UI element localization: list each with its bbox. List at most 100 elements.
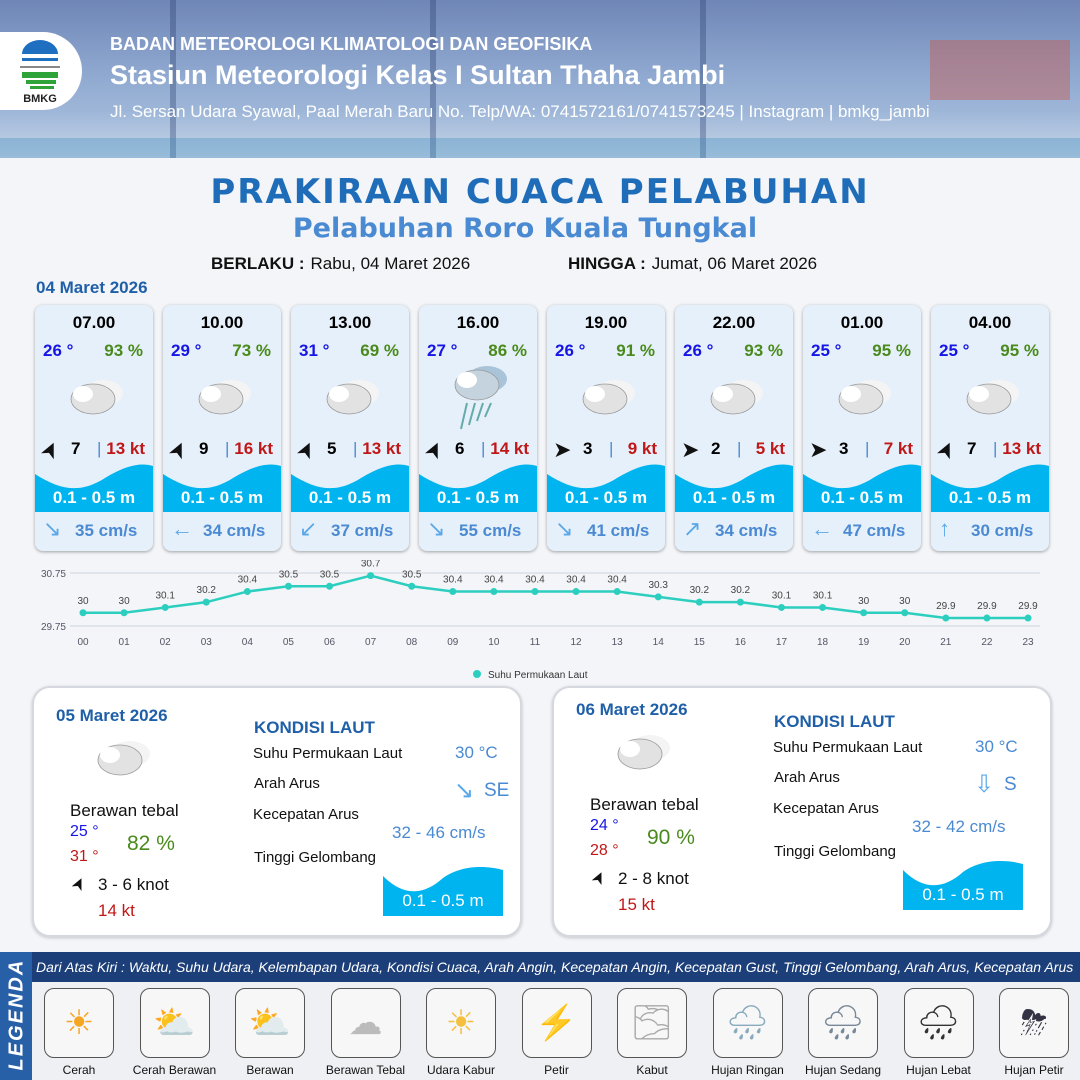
day3-panel: 06 Maret 2026 Berawan tebal 24 ° 28 ° 90… bbox=[552, 686, 1052, 937]
legend-description: Dari Atas Kiri : Waktu, Suhu Udara, Kele… bbox=[36, 959, 1074, 975]
data-point bbox=[284, 582, 292, 590]
humidity: 69 % bbox=[360, 341, 399, 360]
air-temperature: 27 ° bbox=[427, 341, 458, 360]
valid-to-label: HINGGA : bbox=[568, 254, 646, 273]
current-direction-icon: ↘ bbox=[43, 516, 62, 541]
hujan-ringan-icon bbox=[449, 363, 509, 430]
x-tick-label: 11 bbox=[530, 637, 541, 648]
legend-marker bbox=[473, 670, 481, 678]
legend-berawan-icon: ⛅ bbox=[235, 988, 305, 1058]
logo-text: BMKG bbox=[23, 93, 57, 105]
wave-icon bbox=[547, 464, 665, 512]
legend-berawan-tebal-icon: ☁ bbox=[330, 988, 401, 1058]
berawan-tebal-icon bbox=[961, 377, 1021, 417]
x-tick-label: 10 bbox=[488, 637, 500, 648]
air-temperature: 25 ° bbox=[939, 341, 970, 360]
wave-icon bbox=[419, 464, 537, 512]
wave-height-label: Tinggi Gelombang bbox=[774, 843, 897, 860]
current-direction-icon: ↑ bbox=[939, 516, 950, 541]
forecast-card: 07.00 26 ° 93 % ➤ 7 | 13 kt 0.1 - 0.5 m … bbox=[35, 305, 153, 551]
wind-speed: 6 bbox=[455, 439, 465, 458]
header-banner bbox=[0, 0, 1080, 158]
weather-condition: Berawan tebal bbox=[70, 801, 179, 820]
data-label: 30.2 bbox=[197, 585, 217, 596]
x-tick-label: 14 bbox=[653, 637, 665, 648]
berawan-tebal-icon bbox=[65, 377, 125, 417]
current-speed: 47 cm/s bbox=[843, 521, 906, 540]
day2-panel: 05 Maret 2026 Berawan tebal 25 ° 31 ° 82… bbox=[32, 686, 522, 937]
gust-speed: 16 kt bbox=[234, 439, 273, 458]
legend-label: Hujan Petir bbox=[1004, 1063, 1064, 1077]
min-temperature: 24 ° bbox=[590, 817, 619, 834]
wave-height: 0.1 - 0.5 m bbox=[820, 488, 904, 507]
data-label: 30 bbox=[119, 596, 131, 607]
data-point bbox=[367, 572, 375, 580]
humidity: 86 % bbox=[488, 341, 527, 360]
legend-label: Udara Kabur bbox=[426, 1063, 496, 1077]
gust-speed: 13 kt bbox=[106, 439, 145, 458]
data-point bbox=[736, 598, 744, 606]
wind-speed: 5 bbox=[327, 439, 337, 458]
data-point bbox=[202, 598, 210, 606]
sst-label: Suhu Permukaan Laut bbox=[253, 745, 403, 762]
wave-icon bbox=[903, 861, 1023, 910]
berawan-tebal-icon bbox=[833, 377, 893, 417]
berawan-tebal-icon bbox=[577, 377, 637, 417]
legend-label: Suhu Permukaan Laut bbox=[488, 670, 588, 681]
wind-speed: 7 bbox=[71, 439, 81, 458]
forecast-date: 05 Maret 2026 bbox=[56, 706, 168, 725]
max-temperature: 31 ° bbox=[70, 848, 99, 865]
data-label: 30 bbox=[899, 596, 911, 607]
legend-side: LEGENDA bbox=[0, 952, 32, 1080]
gust-speed: 7 kt bbox=[883, 439, 913, 458]
x-tick-label: 21 bbox=[940, 637, 952, 648]
data-point bbox=[449, 588, 457, 596]
wave-height: 0.1 - 0.5 m bbox=[308, 488, 392, 507]
current-speed-range: 32 - 46 cm/s bbox=[392, 823, 486, 842]
data-label: 30.5 bbox=[402, 569, 422, 580]
forecast-card: 13.00 31 ° 69 % ➤ 5 | 13 kt 0.1 - 0.5 m … bbox=[291, 305, 409, 551]
current-speed-label: Kecepatan Arus bbox=[253, 806, 359, 823]
gust-speed: 14 kt bbox=[490, 439, 529, 458]
gust-speed: 15 kt bbox=[618, 895, 655, 914]
current-direction-icon: ↙ bbox=[299, 516, 318, 541]
forecast-time: 10.00 bbox=[200, 313, 244, 332]
wind-direction-icon: ➤ bbox=[67, 873, 91, 895]
data-label: 30.4 bbox=[525, 575, 545, 586]
air-temperature: 26 ° bbox=[555, 341, 586, 360]
wave-height: 0.1 - 0.5 m bbox=[922, 885, 1004, 904]
agency-name: BADAN METEOROLOGI KLIMATOLOGI DAN GEOFIS… bbox=[110, 34, 593, 54]
wave-icon bbox=[803, 464, 921, 512]
current-speed: 55 cm/s bbox=[459, 521, 522, 540]
air-temperature: 25 ° bbox=[811, 341, 842, 360]
data-point bbox=[120, 609, 128, 617]
valid-to-date: Jumat, 06 Maret 2026 bbox=[651, 254, 818, 273]
divider: | bbox=[97, 439, 102, 458]
wind-speed-range: 2 - 8 knot bbox=[618, 869, 689, 888]
y-tick-label: 29.75 bbox=[41, 622, 66, 633]
data-point bbox=[695, 598, 703, 606]
x-tick-label: 04 bbox=[242, 637, 254, 648]
data-point bbox=[531, 588, 539, 596]
sea-condition-heading: KONDISI LAUT bbox=[254, 718, 375, 737]
data-point bbox=[819, 603, 827, 611]
station-address: Jl. Sersan Udara Syawal, Paal Merah Baru… bbox=[110, 102, 930, 121]
x-tick-label: 19 bbox=[858, 637, 870, 648]
x-tick-label: 00 bbox=[77, 637, 89, 648]
current-direction-icon: ⇩ bbox=[974, 771, 995, 798]
data-point bbox=[243, 588, 251, 596]
data-label: 30.5 bbox=[279, 569, 299, 580]
y-tick-label: 30.75 bbox=[41, 569, 66, 580]
current-direction: SE bbox=[484, 780, 510, 801]
wave-height: 0.1 - 0.5 m bbox=[692, 488, 776, 507]
x-tick-label: 17 bbox=[776, 637, 788, 648]
current-direction-icon: ← bbox=[171, 516, 193, 541]
wind-speed: 3 bbox=[583, 439, 593, 458]
wind-speed: 3 bbox=[839, 439, 849, 458]
forecast-card: 01.00 25 ° 95 % ➤ 3 | 7 kt 0.1 - 0.5 m ←… bbox=[803, 305, 921, 551]
sea-surface-temp: 30 °C bbox=[455, 743, 498, 762]
day1-date: 04 Maret 2026 bbox=[36, 278, 148, 297]
x-tick-label: 15 bbox=[694, 637, 706, 648]
x-tick-label: 01 bbox=[119, 637, 131, 648]
legend-kabut-icon: 🌫 bbox=[617, 988, 687, 1058]
